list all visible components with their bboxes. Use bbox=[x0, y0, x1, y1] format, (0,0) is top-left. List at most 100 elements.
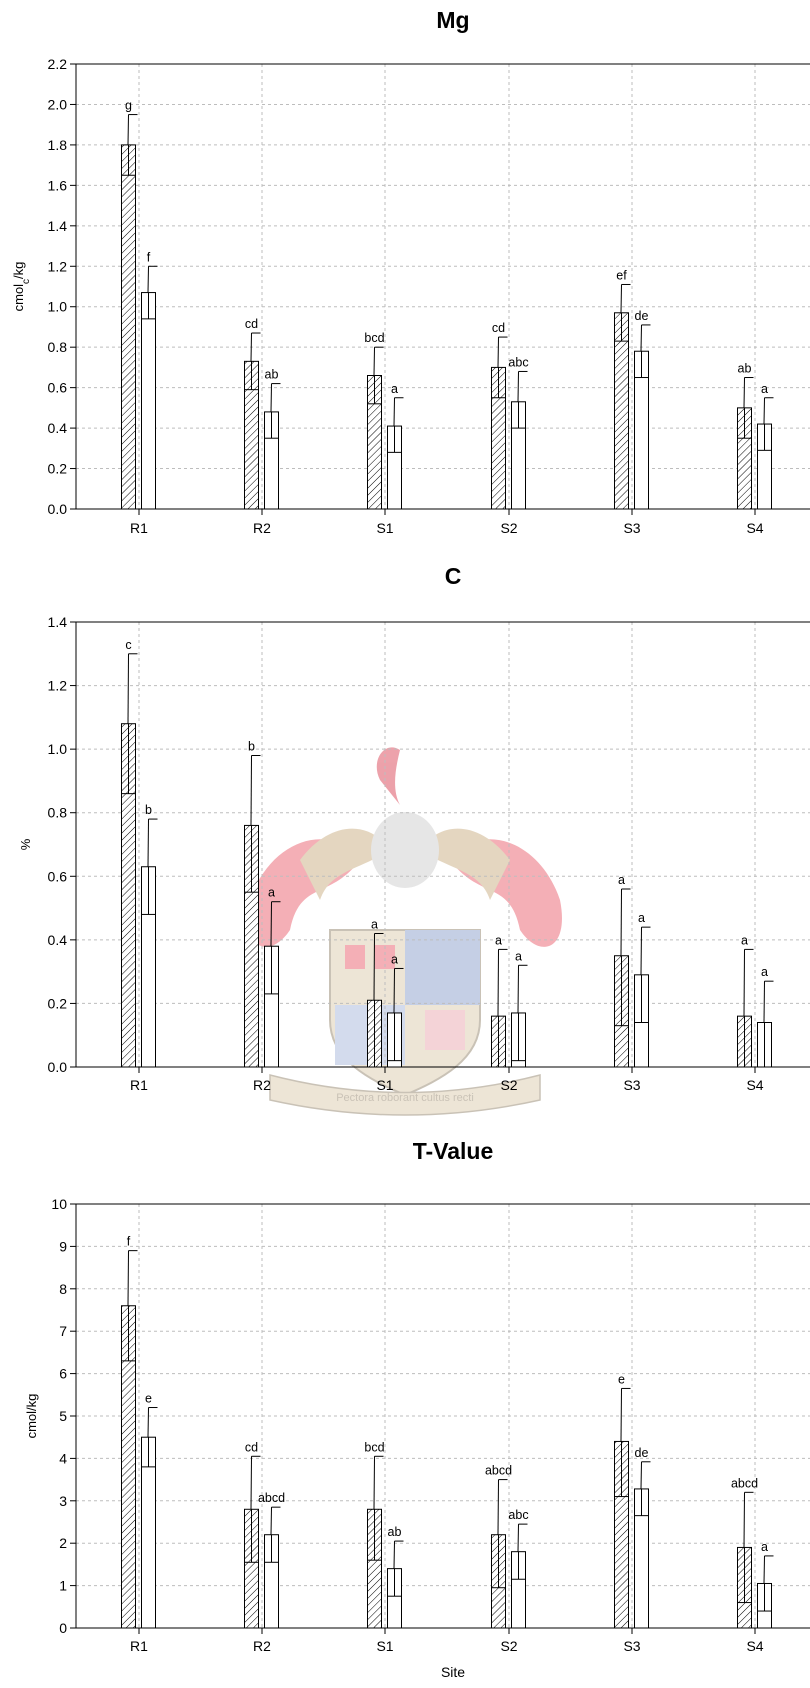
significance-label: a bbox=[741, 933, 748, 947]
chart-title: T-Value bbox=[413, 1138, 494, 1164]
y-tick-label: 1.0 bbox=[48, 741, 68, 757]
y-axis-label-subscript: c bbox=[21, 279, 32, 284]
y-tick-label: 1.4 bbox=[48, 614, 68, 630]
error-upper-whisker bbox=[620, 1388, 622, 1442]
crest-graphic: Pectora roborant cultus recti bbox=[248, 747, 562, 1116]
significance-label: a bbox=[638, 911, 645, 925]
error-upper-whisker bbox=[640, 324, 642, 352]
significance-label: a bbox=[371, 918, 378, 932]
y-tick-label: 3 bbox=[59, 1493, 67, 1509]
y-tick-label: 1.6 bbox=[48, 177, 68, 193]
error-upper-whisker bbox=[127, 653, 129, 724]
error-upper-whisker bbox=[763, 981, 765, 1023]
crest-scroll-right bbox=[420, 828, 510, 900]
y-tick-label: 7 bbox=[59, 1323, 67, 1339]
significance-label: bcd bbox=[364, 1440, 384, 1454]
x-tick-label: R1 bbox=[130, 520, 148, 536]
significance-label: cd bbox=[245, 317, 258, 331]
y-tick-label: 2 bbox=[59, 1535, 67, 1551]
error-upper-whisker bbox=[393, 397, 395, 427]
error-upper-whisker bbox=[743, 1492, 745, 1548]
error-upper-whisker bbox=[763, 397, 765, 425]
x-tick-label: S1 bbox=[376, 520, 393, 536]
error-upper-whisker bbox=[743, 377, 745, 408]
chart-title: C bbox=[445, 563, 462, 589]
y-axis-label: cmol/kg bbox=[24, 1394, 39, 1439]
crest-motto: Pectora roborant cultus recti bbox=[336, 1092, 474, 1104]
significance-label: c bbox=[125, 638, 131, 652]
y-tick-label: 1.4 bbox=[48, 218, 68, 234]
bar bbox=[614, 312, 629, 510]
significance-label: cd bbox=[492, 321, 505, 335]
crest-helmet bbox=[371, 812, 439, 888]
significance-label: abcd bbox=[258, 1491, 285, 1505]
error-upper-whisker bbox=[270, 383, 272, 412]
y-tick-label: 1.2 bbox=[48, 258, 68, 274]
crest-tower-1 bbox=[345, 945, 365, 969]
university-crest-watermark: Pectora roborant cultus recti bbox=[248, 747, 562, 1116]
error-upper-whisker bbox=[640, 927, 642, 975]
error-upper-whisker bbox=[147, 266, 149, 293]
significance-label: e bbox=[618, 1372, 625, 1386]
y-tick-label: 6 bbox=[59, 1366, 67, 1382]
x-tick-label: R2 bbox=[253, 520, 271, 536]
y-tick-label: 0.6 bbox=[48, 380, 68, 396]
significance-label: a bbox=[391, 952, 398, 966]
crest-motto-ribbon bbox=[269, 1074, 541, 1116]
crest-tower-3 bbox=[425, 1010, 465, 1050]
x-tick-label: S4 bbox=[746, 520, 763, 536]
y-tick-label: 0.4 bbox=[48, 420, 68, 436]
significance-label: cd bbox=[245, 1440, 258, 1454]
x-tick-label: S1 bbox=[376, 1638, 393, 1654]
significance-label: a bbox=[761, 382, 768, 396]
significance-label: bcd bbox=[364, 331, 384, 345]
error-upper-whisker bbox=[147, 1407, 149, 1438]
error-upper-whisker bbox=[620, 888, 622, 956]
significance-label: abcd bbox=[485, 1464, 512, 1478]
significance-label: abc bbox=[508, 355, 528, 369]
y-tick-label: 4 bbox=[59, 1450, 67, 1466]
error-upper-whisker bbox=[640, 1461, 642, 1489]
y-tick-label: 0.0 bbox=[48, 1059, 68, 1075]
y-tick-label: 2.0 bbox=[48, 96, 68, 112]
y-tick-label: 1.8 bbox=[48, 137, 68, 153]
significance-label: a bbox=[761, 1540, 768, 1554]
error-upper-whisker bbox=[763, 1555, 765, 1584]
significance-label: g bbox=[125, 99, 132, 113]
error-upper-whisker bbox=[373, 933, 375, 1001]
error-upper-whisker bbox=[250, 755, 252, 826]
bar bbox=[141, 292, 156, 510]
error-upper-whisker bbox=[373, 347, 375, 376]
chart-title: Mg bbox=[436, 7, 469, 33]
y-tick-label: 0.2 bbox=[48, 995, 68, 1011]
y-tick-label: 1.2 bbox=[48, 678, 68, 694]
x-tick-label: S3 bbox=[623, 1638, 640, 1654]
error-upper-whisker bbox=[517, 1524, 519, 1552]
significance-label: de bbox=[635, 309, 649, 323]
significance-label: a bbox=[761, 965, 768, 979]
x-tick-label: S3 bbox=[623, 1077, 640, 1093]
bar bbox=[121, 144, 136, 510]
chart-1: C 0.0 0.2 0.4 0.6 0.8 1.0 1.2 1.4 R1 R2 S1 S2 S3 S4% c b… bbox=[18, 563, 810, 1093]
y-tick-label: 2.2 bbox=[48, 56, 68, 72]
significance-label: b bbox=[248, 740, 255, 754]
error-upper-whisker bbox=[373, 1456, 375, 1510]
error-upper-whisker bbox=[127, 1250, 129, 1306]
significance-label: ef bbox=[616, 268, 627, 282]
error-upper-whisker bbox=[497, 1479, 499, 1535]
x-tick-label: S2 bbox=[500, 1638, 517, 1654]
y-tick-label: 5 bbox=[59, 1408, 67, 1424]
significance-label: f bbox=[127, 1235, 131, 1249]
y-axis-label-suffix: /kg bbox=[11, 262, 26, 279]
error-upper-whisker bbox=[270, 901, 272, 947]
significance-label: f bbox=[147, 250, 151, 264]
significance-label: a bbox=[391, 382, 398, 396]
error-upper-whisker bbox=[250, 333, 252, 362]
error-upper-whisker bbox=[393, 1541, 395, 1569]
chart-0: Mg 0.0 0.2 0.4 0.6 0.8 1.0 1.2 1.4 1.6 1.8 2.0 2.2 R1… bbox=[11, 7, 810, 536]
crest-tower-2 bbox=[375, 945, 395, 969]
error-upper-whisker bbox=[393, 968, 395, 1013]
y-tick-label: 0.2 bbox=[48, 461, 68, 477]
x-tick-label: R2 bbox=[253, 1077, 271, 1093]
